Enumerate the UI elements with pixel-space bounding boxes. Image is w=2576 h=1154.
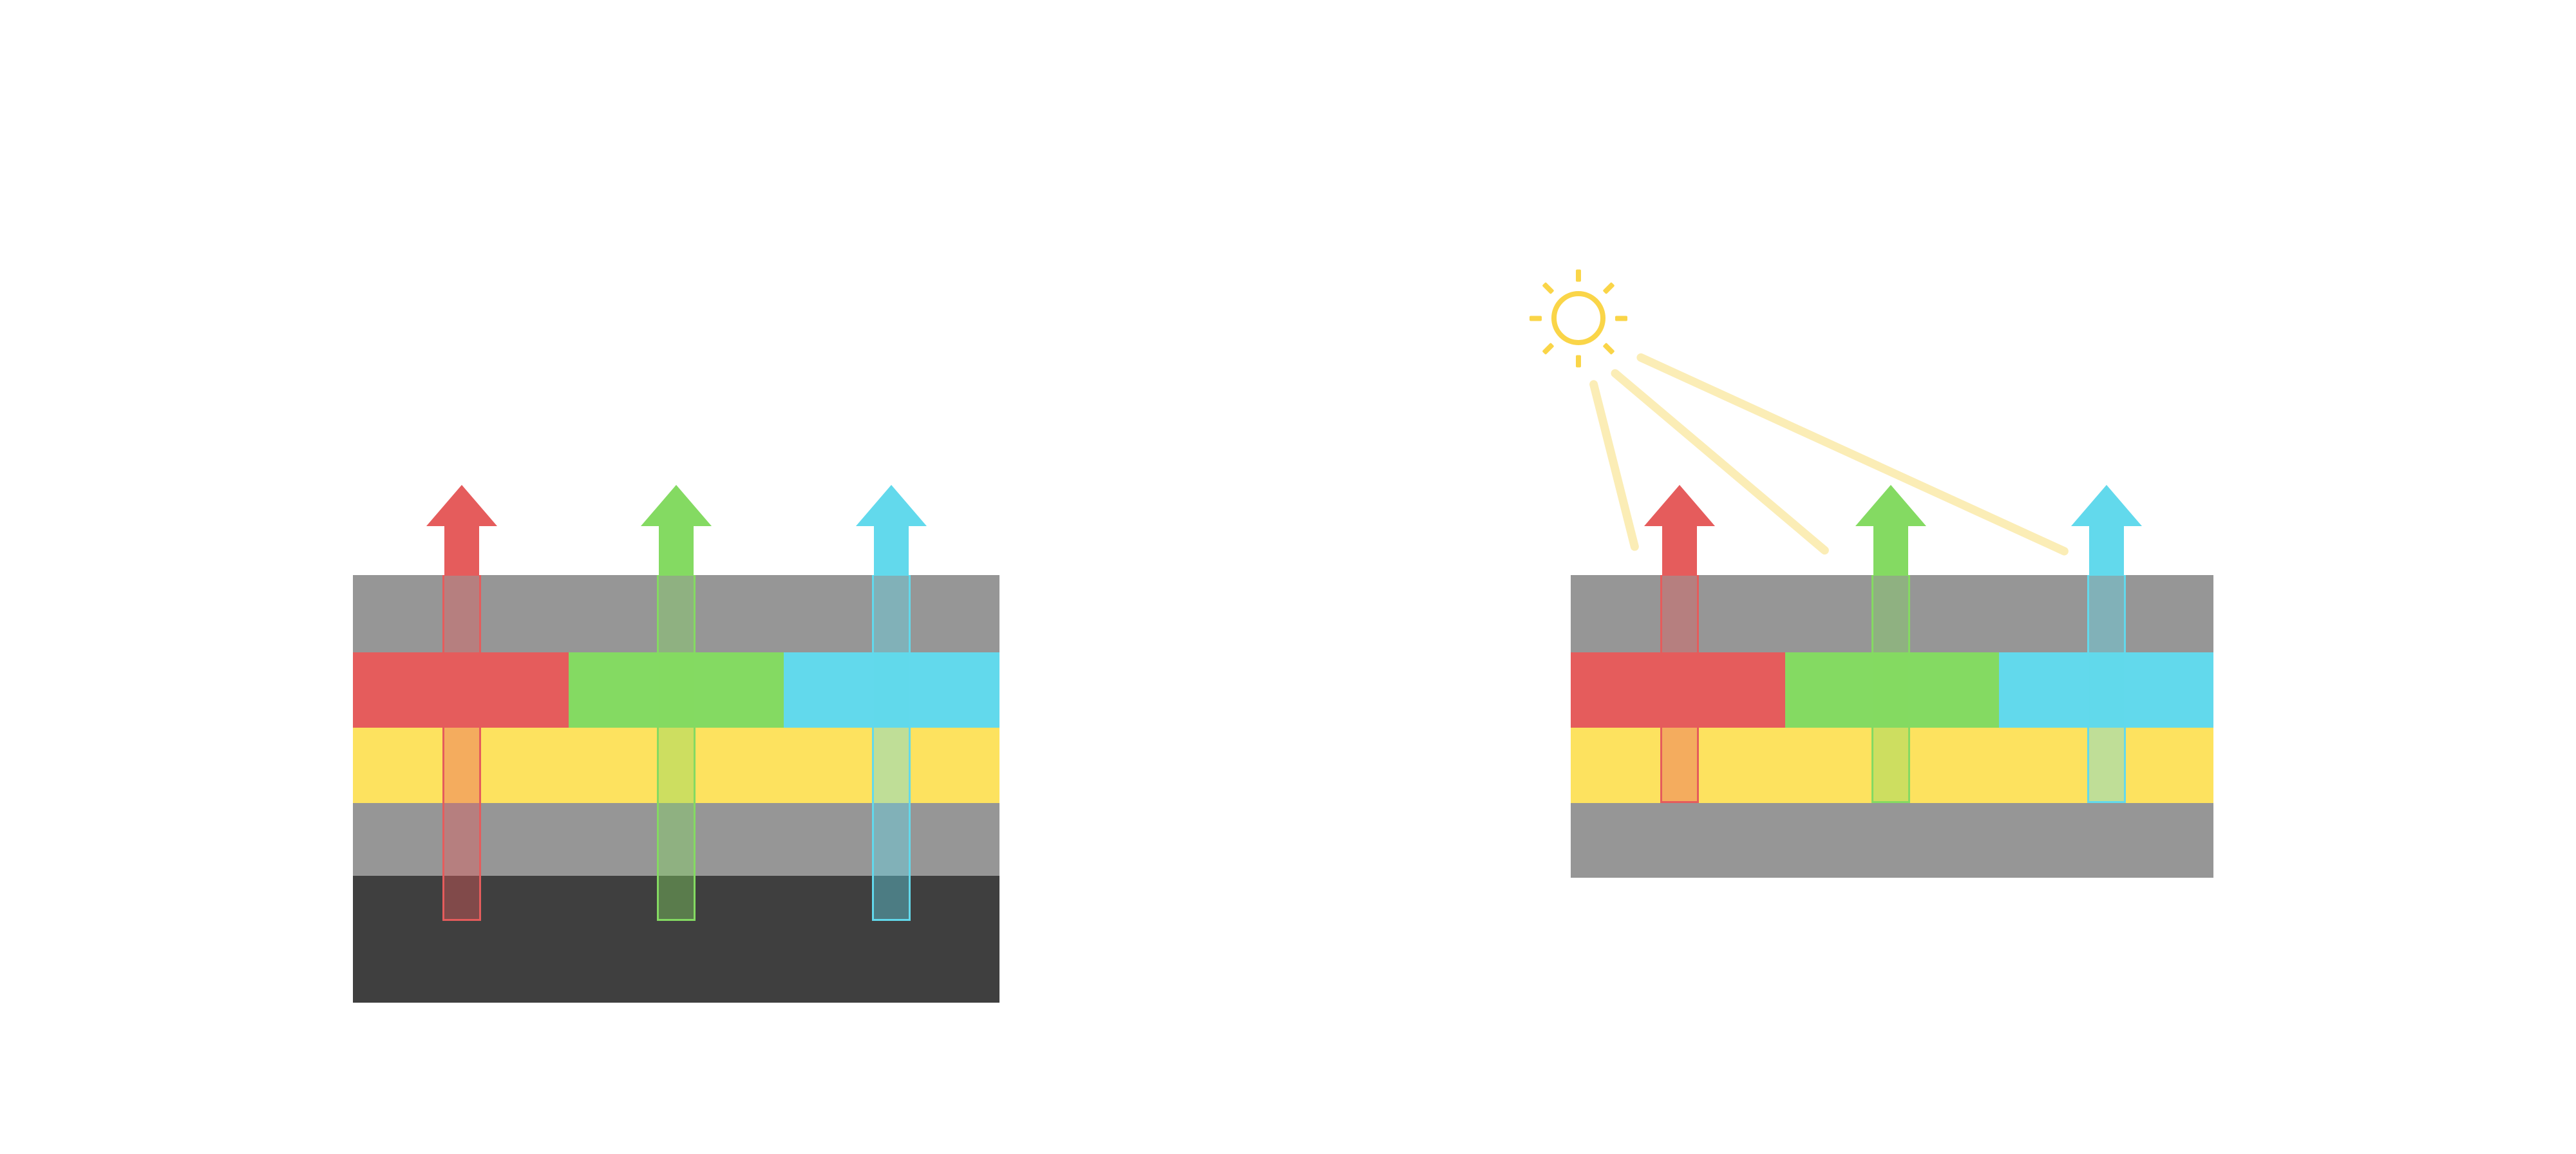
red-light-arrow-shaft	[1662, 526, 1697, 576]
green-light-arrow-ghost-shaft	[657, 575, 696, 921]
sun-ray-icon	[1602, 342, 1615, 355]
sun-ray-icon	[1576, 269, 1581, 281]
liquid-crystal-layer	[353, 728, 999, 803]
red-light-arrow-ghost-shaft	[442, 575, 481, 921]
blue-light-arrow-shaft	[2089, 526, 2124, 576]
sun-ray-icon	[1542, 281, 1555, 294]
blue-light-arrow-shaft	[874, 526, 909, 576]
green-light-arrow-shaft	[1873, 526, 1908, 576]
sun-ray-icon	[1602, 281, 1615, 294]
red-subpixel	[1571, 652, 1785, 728]
red-subpixel	[353, 652, 569, 728]
blue-subpixel	[1999, 652, 2213, 728]
blue-light-arrow-ghost-shaft	[2087, 575, 2126, 803]
backlight-layer	[353, 876, 999, 1003]
red-light-arrow-shaft	[444, 526, 479, 576]
sun-ray-icon	[1542, 342, 1555, 355]
sun-icon	[1551, 291, 1605, 345]
sun-ray-icon	[1530, 316, 1542, 321]
blue-subpixel	[784, 652, 999, 728]
blue-light-arrow-head	[856, 485, 927, 526]
sun-ray-icon	[1615, 316, 1627, 321]
green-light-arrow-shaft	[659, 526, 694, 576]
reflective-liquid-crystal-layer	[1571, 728, 2213, 803]
sun-beam-1	[1588, 379, 1640, 552]
red-light-arrow-head	[1644, 485, 1715, 526]
green-light-arrow-head	[641, 485, 712, 526]
green-subpixel	[569, 652, 784, 728]
green-light-arrow-head	[1855, 485, 1926, 526]
red-light-arrow-head	[426, 485, 497, 526]
blue-light-arrow-ghost-shaft	[872, 575, 911, 921]
top-glass-layer	[353, 575, 999, 652]
green-light-arrow-ghost-shaft	[1871, 575, 1910, 803]
bottom-glass-layer	[1571, 803, 2213, 878]
green-subpixel	[1785, 652, 1999, 728]
blue-light-arrow-head	[2071, 485, 2142, 526]
bottom-glass-layer	[353, 803, 999, 876]
top-glass-layer	[1571, 575, 2213, 652]
red-light-arrow-ghost-shaft	[1660, 575, 1699, 803]
sun-ray-icon	[1576, 355, 1581, 367]
